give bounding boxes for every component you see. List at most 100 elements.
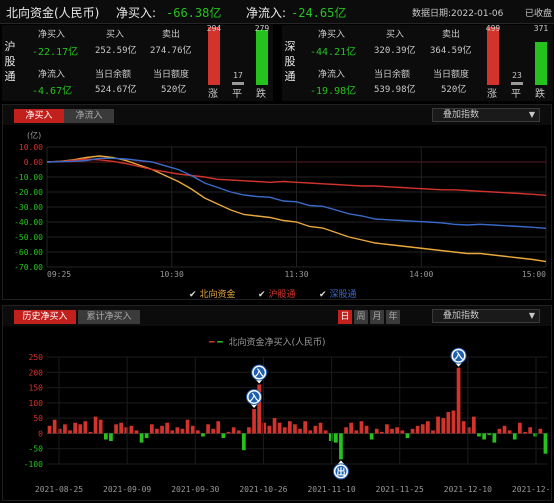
checkbox-checked-icon: ✔ [258,290,266,300]
bar [293,424,297,434]
series-line-sh [46,158,547,196]
bar [339,433,343,460]
net-inflow-label: 净流入 [38,70,66,80]
net-buy-value: -44.21亿 [310,47,357,58]
bar [512,433,517,440]
flat-label: 平 [232,89,242,100]
buy-value: 252.59亿 [95,46,137,56]
sell-label: 卖出 [442,30,461,40]
bar [257,384,261,434]
up-count: 294 [206,24,222,33]
bar [456,367,461,434]
y-tick-label: -100 [24,460,43,469]
bar [165,422,169,434]
x-tick-label: 2021-09-30 [171,485,219,494]
net-inflow-value: -4.67亿 [32,86,73,97]
bar [451,410,456,434]
overlay-index-label: 叠加指数 [443,311,480,321]
tab-net-inflow[interactable]: 净流入 [64,109,114,123]
flat-count: 17 [233,71,243,80]
tab-history-net-buy[interactable]: 历史净买入 [14,310,76,324]
bar [175,427,180,434]
y-tick-label: -30.00 [14,203,43,212]
bar [502,425,507,434]
sell-label: 卖出 [162,30,181,40]
quota-label: 当日额度 [433,70,470,80]
flat-label: 平 [511,89,521,100]
bar [98,419,103,434]
bar [507,430,512,434]
bar [441,418,446,434]
bar [344,427,348,434]
marker-label: 出 [336,466,345,478]
x-tick-label: 2021-12-29 [512,485,551,494]
bar [63,424,67,434]
legend-sz-connect[interactable]: ✔ 深股通 [319,287,357,300]
tab-cumulative-net-buy[interactable]: 累计净买入 [78,310,140,324]
bar [328,433,333,441]
chevron-down-icon: ▼ [528,110,535,119]
net-inflow-value: -19.98亿 [310,86,357,97]
bar [487,433,492,435]
bar [231,427,236,434]
bar [497,428,502,434]
bar [431,430,435,434]
up-count: 499 [485,24,501,33]
bar [288,421,292,434]
balance-label: 当日余额 [374,70,411,80]
bar [461,421,466,434]
marker-label: 入 [249,392,259,403]
data-date: 数据日期:2022-01-06 [412,9,504,19]
net-inflow-label: 净流入: [246,6,287,20]
y-tick-label: -50 [29,445,44,454]
legend-northbound[interactable]: ✔ 北向资金 [189,287,236,300]
chevron-down-icon: ▼ [528,311,535,320]
x-tick-label: 10:30 [160,270,184,279]
bar [236,430,241,434]
marker-inner [335,465,347,477]
series-line-sz [46,157,547,229]
bar [374,428,379,434]
up-bar-fill [208,27,220,85]
bar [57,428,62,434]
bar [426,421,430,434]
flat-count-bar [232,27,244,85]
overlay-index-select[interactable]: 叠加指数 ▼ [432,309,540,323]
y-tick-label: 10.00 [19,143,43,152]
balance-label: 当日余额 [95,70,132,80]
bar [400,430,405,434]
outflow-marker-icon: 出 [332,460,349,480]
legend-label: 深股通 [329,290,357,300]
period-week-button[interactable]: 周 [354,310,368,324]
down-count-bar [535,27,547,85]
bar [139,433,144,443]
header-bar: 北向资金(人民币) 净买入: -66.38亿 净流入: -24.65亿 数据日期… [0,0,554,24]
sz-connect-panel: 深股通 净买入 -44.21亿 买入 320.39亿 卖出 364.59亿 净流… [282,24,553,101]
period-day-button[interactable]: 日 [338,310,352,324]
x-tick-label: 2021-09-09 [103,485,151,494]
bar [472,416,476,434]
bar [150,424,154,434]
bar [420,424,425,434]
marker-inner [253,367,265,379]
bar [518,422,522,434]
history-bar-chart: 250 200 150 100 50 0 -50 -100 2021-08-25 2021-09-… [24,347,551,494]
bar [190,425,195,434]
legend-sh-connect[interactable]: ✔ 沪股通 [258,287,296,300]
checkbox-checked-icon: ✔ [319,290,327,300]
bar [466,427,471,434]
tab-net-buy[interactable]: 净买入 [14,109,64,123]
bar [323,430,328,434]
bar [242,433,246,451]
period-month-button[interactable]: 月 [370,310,384,324]
bar [114,424,118,434]
bar [52,419,57,434]
bar [216,421,221,434]
x-tick-label: 11:30 [284,270,308,279]
legend-label: 北向资金 [199,290,236,300]
bar [349,422,353,434]
x-tick-label: 2021-08-25 [35,485,83,494]
bar [262,422,267,434]
overlay-index-select[interactable]: 叠加指数 ▼ [432,108,540,122]
period-year-button[interactable]: 年 [386,310,400,324]
